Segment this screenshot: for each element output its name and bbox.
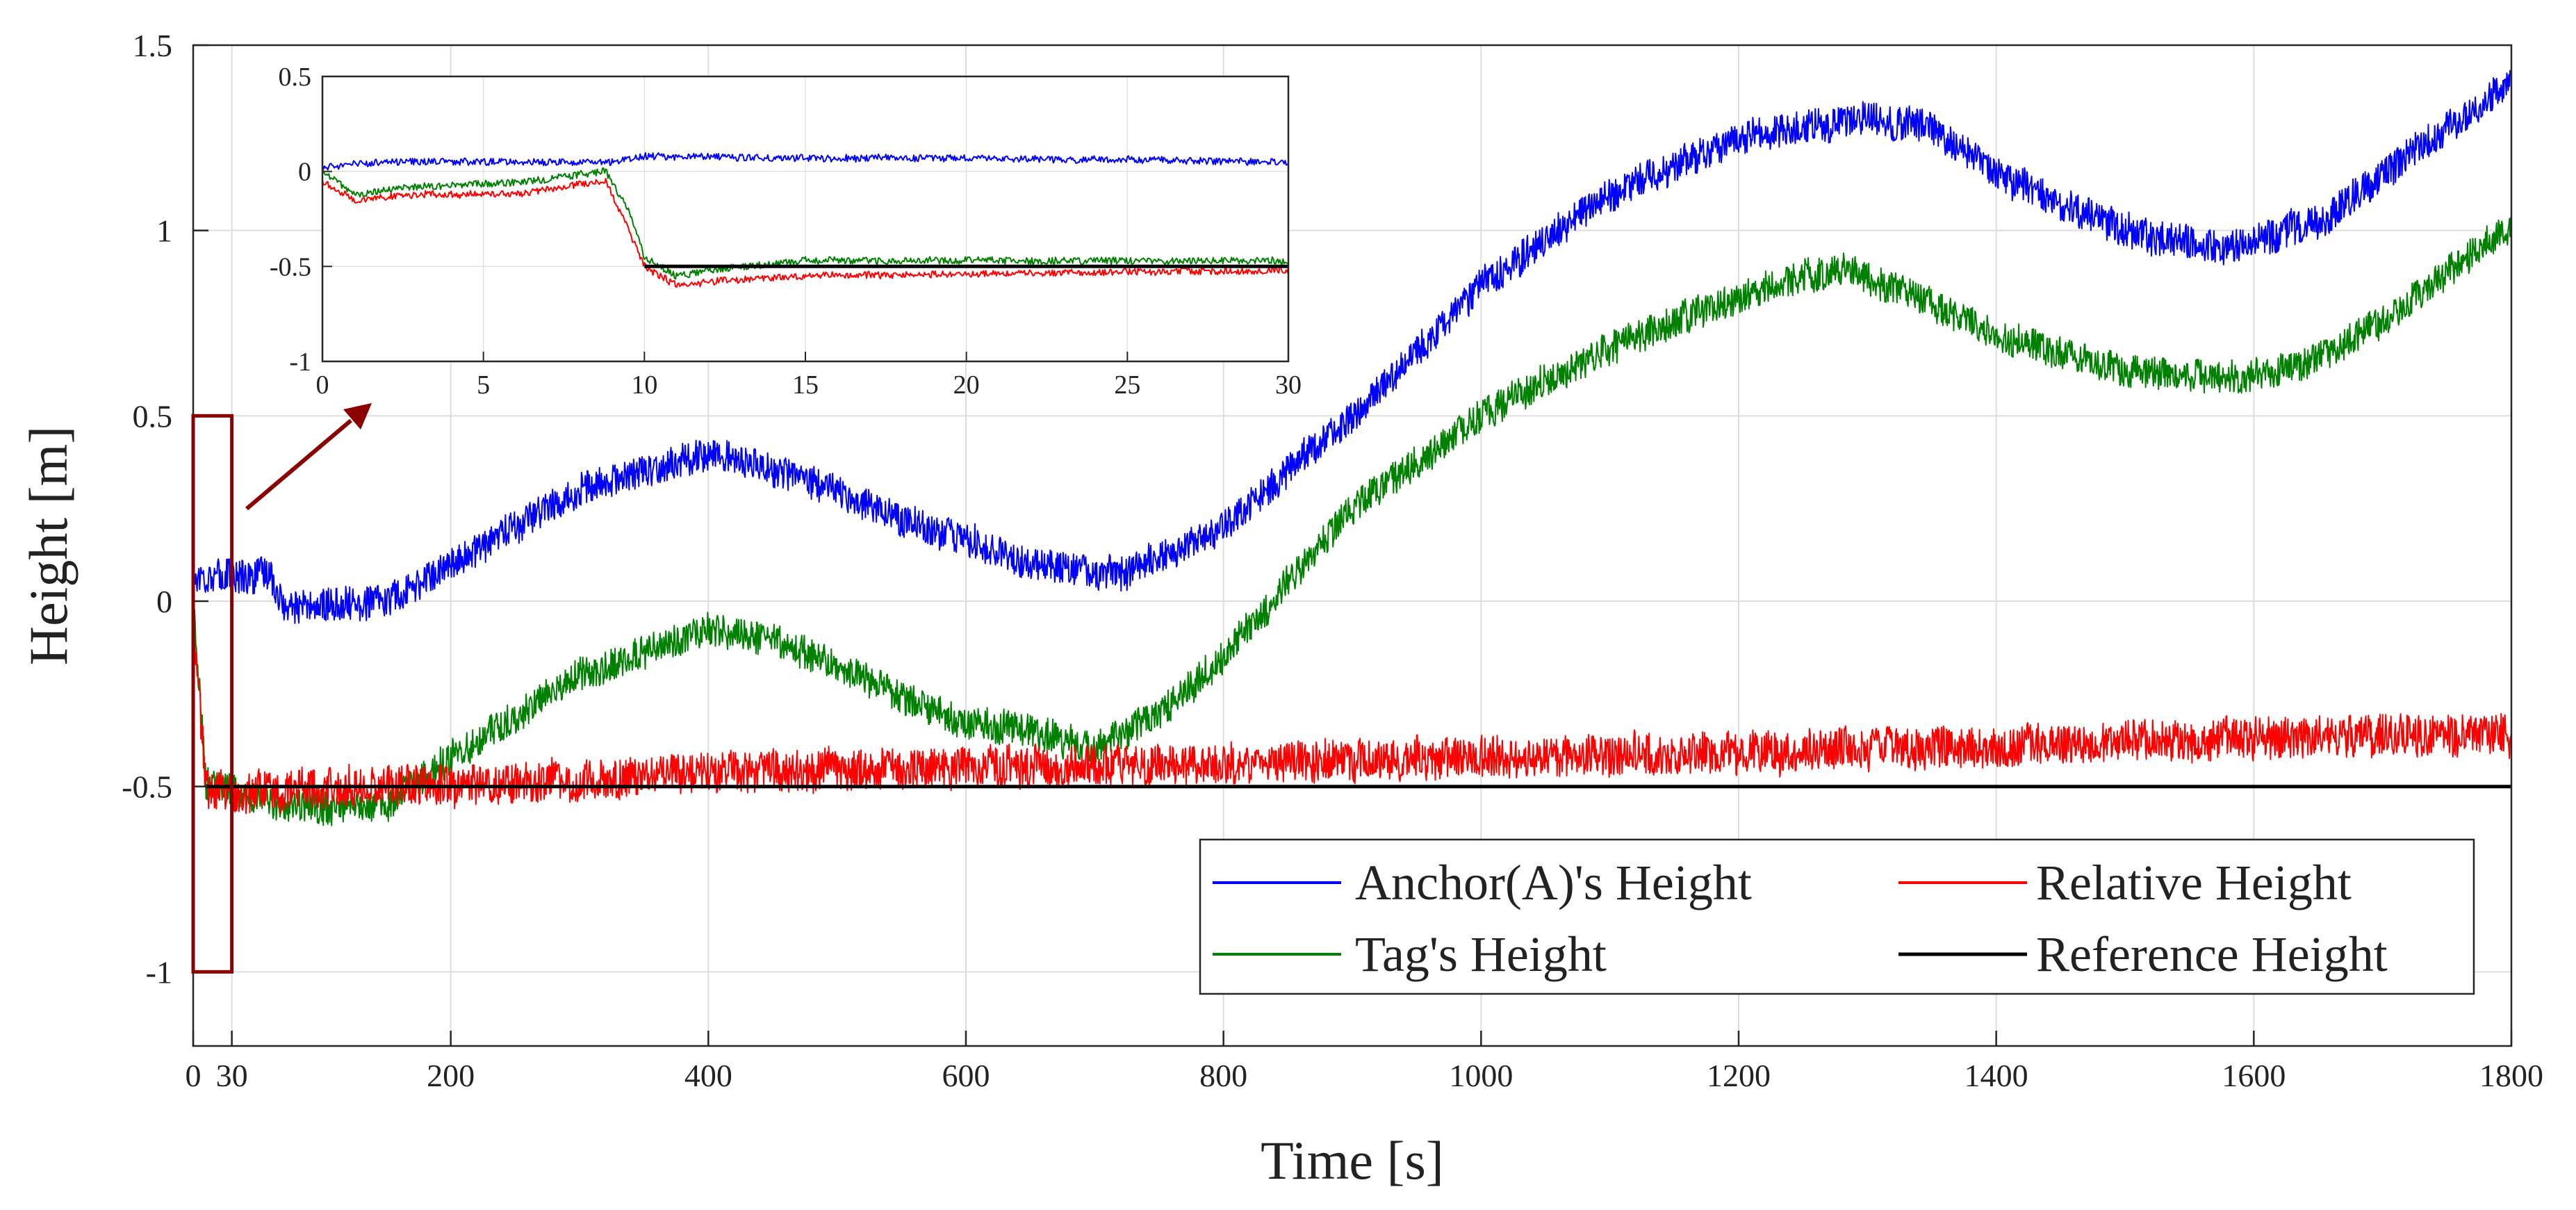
legend: Anchor(A)'s Height Relative Height Tag's… <box>1199 838 2475 995</box>
inset-x-tick-label: 20 <box>953 370 980 400</box>
x-tick-label: 30 <box>216 1058 248 1093</box>
y-tick-label: 1 <box>156 213 172 249</box>
inset-series-relative-height <box>322 178 1289 288</box>
x-tick-label: 1600 <box>2222 1058 2286 1093</box>
x-tick-label: 0 <box>186 1058 202 1093</box>
inset-x-tick-label: 15 <box>792 370 819 400</box>
main-series <box>192 70 2512 826</box>
y-tick-label: 0 <box>156 584 172 619</box>
inset-ticks: 0 5 10 15 20 25 30 -1 -0.5 0 0.5 <box>270 63 1302 400</box>
x-tick-label: 1000 <box>1449 1058 1513 1093</box>
x-tick-label: 600 <box>942 1058 990 1093</box>
y-axis-label: Height [m] <box>18 426 79 665</box>
inset-x-tick-label: 30 <box>1275 370 1302 400</box>
inset-series-anchor-a-s-height <box>322 152 1289 171</box>
legend-label-relative: Relative Height <box>2036 855 2352 910</box>
y-tick-label: 0.5 <box>133 398 173 434</box>
inset-x-tick-label: 0 <box>316 370 329 400</box>
x-axis-label: Time [s] <box>1261 1130 1444 1191</box>
inset-x-tick-label: 25 <box>1114 370 1140 400</box>
x-tick-label: 200 <box>427 1058 475 1093</box>
x-tick-label: 1400 <box>1964 1058 2028 1093</box>
inset-y-tick-label: 0.5 <box>279 63 312 92</box>
zoom-arrow <box>245 403 372 511</box>
series-tag-s-height <box>192 217 2512 826</box>
x-tick-label: 1200 <box>1707 1058 1771 1093</box>
inset-series <box>322 152 1289 288</box>
inset-series-tag-s-height <box>322 167 1289 280</box>
series-anchor-a-s-height <box>192 70 2512 624</box>
inset-x-tick-label: 10 <box>631 370 657 400</box>
y-tick-label: 1.5 <box>133 28 173 63</box>
zoom-highlight-box <box>191 414 234 974</box>
inset-x-tick-label: 5 <box>477 370 490 400</box>
y-tick-label: -0.5 <box>122 769 172 805</box>
inset-y-tick-label: -1 <box>289 348 311 377</box>
main-ticks: 0 30 200 400 600 800 1000 1200 1400 1600 1800-1-0.… <box>122 28 2543 1093</box>
legend-label-tag: Tag's Height <box>1355 926 1607 982</box>
x-tick-label: 800 <box>1199 1058 1247 1093</box>
legend-box <box>1199 838 2475 995</box>
x-tick-label: 1800 <box>2479 1058 2543 1093</box>
x-tick-label: 400 <box>684 1058 732 1093</box>
legend-label-anchor: Anchor(A)'s Height <box>1355 855 1752 910</box>
series-relative-height <box>192 615 2512 815</box>
inset-y-tick-label: -0.5 <box>270 252 311 281</box>
y-tick-label: -1 <box>146 954 172 990</box>
inset-y-tick-label: 0 <box>298 158 311 187</box>
legend-label-reference: Reference Height <box>2036 926 2388 982</box>
inset-plot: 0 5 10 15 20 25 30 -1 -0.5 0 0.5 <box>270 63 1302 400</box>
